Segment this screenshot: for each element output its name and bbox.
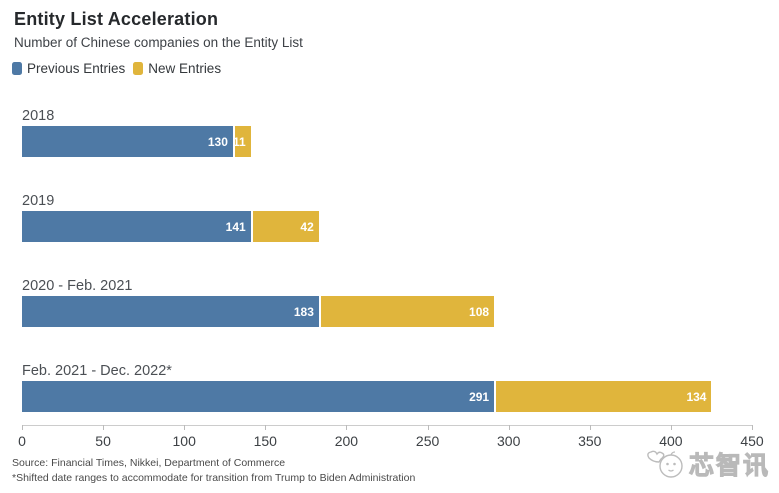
chart-title: Entity List Acceleration — [14, 9, 219, 29]
legend-item-new-entries: New Entries — [133, 61, 221, 76]
footnote-line: *Shifted date ranges to accommodate for … — [12, 472, 416, 484]
axis-tick-label: 400 — [659, 433, 683, 449]
legend-label-previous: Previous Entries — [27, 61, 126, 76]
axis-tick-mark — [589, 425, 591, 430]
axis-tick-mark — [184, 425, 186, 430]
watermark: 芯智讯 — [646, 446, 770, 482]
watermark-text: 芯智讯 — [688, 452, 771, 481]
stacked-bar: 183 108 — [22, 296, 752, 327]
bar-segment-previous: 130 — [22, 126, 233, 157]
axis-tick-mark — [427, 425, 429, 430]
bar-segment-new: 108 — [318, 296, 495, 327]
chart-row: Feb. 2021 - Dec. 2022* 291 134 — [22, 362, 752, 414]
category-label: Feb. 2021 - Dec. 2022* — [22, 363, 172, 379]
footer: Source: Financial Times, Nikkei, Departm… — [12, 456, 415, 486]
axis-tick-mark — [752, 425, 753, 430]
axis-tick-label: 150 — [253, 433, 277, 449]
bar-value-label: 183 — [293, 304, 314, 319]
chart-row: 2018 130 11 — [22, 107, 752, 159]
category-label: 2018 — [22, 108, 55, 124]
bar-segment-previous: 291 — [22, 381, 495, 412]
chart-row: 2019 141 42 — [22, 192, 752, 244]
axis-tick-label: 350 — [578, 433, 602, 449]
chart-row: 2020 - Feb. 2021 183 108 — [22, 277, 752, 329]
axis-tick-label: 200 — [334, 433, 359, 449]
bar-value-label: 108 — [469, 304, 490, 319]
bar-value-label: 291 — [469, 389, 490, 404]
axis-tick-mark — [265, 425, 267, 430]
stacked-bar: 141 42 — [22, 211, 752, 242]
bar-segment-new: 42 — [250, 211, 319, 242]
axis-tick-label: 300 — [497, 433, 521, 449]
bar-value-label: 141 — [225, 219, 246, 234]
axis-tick-label: 50 — [95, 433, 111, 449]
category-label: 2020 - Feb. 2021 — [22, 278, 133, 294]
legend-swatch-previous-icon — [12, 62, 22, 75]
stacked-bar: 291 134 — [22, 381, 752, 412]
legend-item-previous-entries: Previous Entries — [12, 61, 125, 76]
axis-tick-mark — [508, 425, 510, 430]
x-axis: 0 50 100 150 200 250 300 350 400 450 — [18, 425, 764, 455]
axis-tick-mark — [346, 425, 348, 430]
chart-subtitle: Number of Chinese companies on the Entit… — [14, 35, 303, 50]
axis-tick-label: 450 — [740, 433, 764, 449]
stacked-bar: 130 11 — [22, 126, 752, 157]
bar-value-label: 130 — [207, 134, 228, 149]
legend: Previous Entries New Entries — [12, 61, 221, 76]
bar-value-label: 134 — [686, 389, 707, 404]
source-line: Source: Financial Times, Nikkei, Departm… — [12, 457, 286, 469]
x-axis-line — [22, 425, 753, 426]
category-label: 2019 — [22, 193, 55, 209]
bar-segment-new: 134 — [494, 381, 712, 412]
axis-tick-label: 250 — [415, 433, 440, 449]
bar-segment-previous: 183 — [22, 296, 319, 327]
axis-tick-mark — [22, 425, 23, 430]
legend-label-new: New Entries — [148, 61, 222, 76]
axis-tick-label: 0 — [18, 433, 26, 449]
axis-tick-label: 100 — [172, 433, 196, 449]
bar-value-label: 42 — [300, 219, 314, 234]
legend-swatch-new-icon — [133, 62, 144, 75]
chip-mascot-icon — [647, 450, 683, 478]
bar-segment-new: 11 — [232, 126, 251, 157]
bar-value-label: 11 — [233, 134, 246, 149]
axis-tick-mark — [670, 425, 672, 430]
axis-tick-mark — [103, 425, 105, 430]
bar-segment-previous: 141 — [22, 211, 251, 242]
plot-area: 2018 130 11 2019 141 42 2020 - Feb. 2021 183 108… — [22, 107, 752, 427]
